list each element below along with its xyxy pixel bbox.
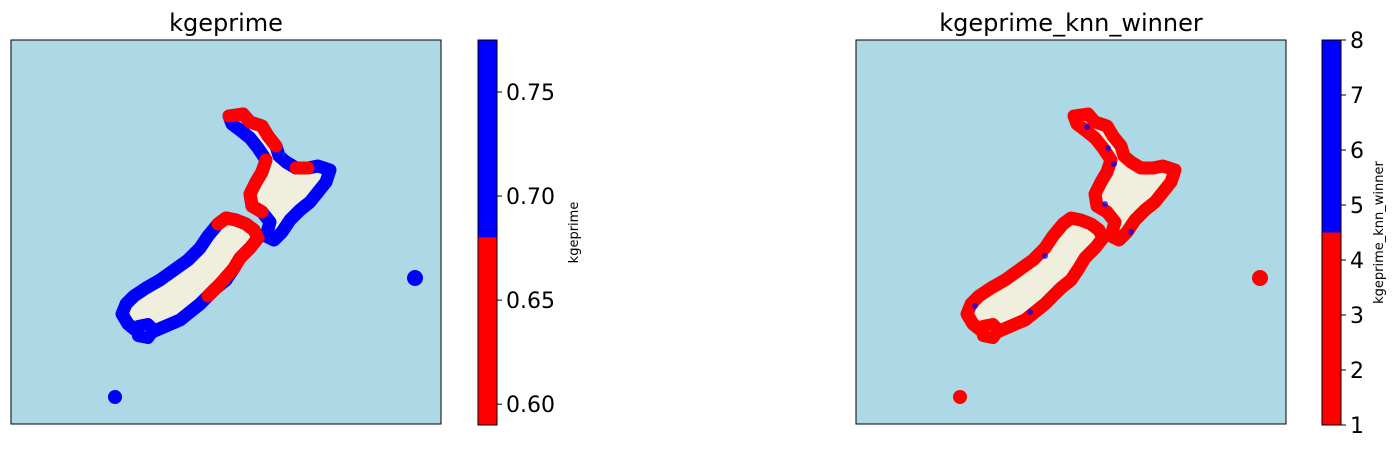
colorbar-low-segment	[478, 237, 497, 425]
colorbar-frame	[1321, 39, 1342, 426]
colorbar-tick-label: 0.75	[506, 81, 555, 106]
colorbar-tick-label: 3	[1350, 304, 1364, 329]
colorbar-tick-label: 4	[1350, 249, 1364, 274]
map-title: kgeprime	[169, 9, 283, 37]
colorbar-tick-label: 1	[1350, 414, 1364, 439]
colorbar-kgeprime-knn-winner: 1 2 3 4 5 6 7 8 kgeprime_knn_winner	[1321, 29, 1387, 439]
colorbar-tick-label: 5	[1350, 194, 1364, 219]
colorbar-tick-label: 0.60	[506, 393, 555, 418]
colorbar-tick-label: 0.65	[506, 289, 555, 314]
map-panel-kgeprime: kgeprime	[10, 9, 442, 425]
colorbar-tick-label: 7	[1350, 84, 1364, 109]
colorbar-tick-label: 2	[1350, 359, 1364, 384]
map-frame	[10, 39, 442, 425]
colorbar-low-segment	[1322, 232, 1341, 425]
colorbar-high-segment	[1322, 40, 1341, 233]
colorbar-high-segment	[478, 40, 497, 238]
colorbar-tick-label: 8	[1350, 29, 1364, 54]
map-title: kgeprime_knn_winner	[939, 9, 1203, 37]
map-frame	[855, 39, 1287, 425]
colorbar-tick-label: 6	[1350, 139, 1364, 164]
colorbar-label: kgeprime_knn_winner	[1372, 160, 1387, 303]
colorbar-tick-label: 0.70	[506, 185, 555, 210]
colorbar-frame	[477, 39, 498, 426]
colorbar-kgeprime: 0.60 0.65 0.70 0.75 kgeprime	[477, 39, 582, 426]
colorbar-label: kgeprime	[567, 202, 582, 264]
map-panel-kgeprime-knn-winner: kgeprime_knn_winner	[855, 9, 1287, 425]
